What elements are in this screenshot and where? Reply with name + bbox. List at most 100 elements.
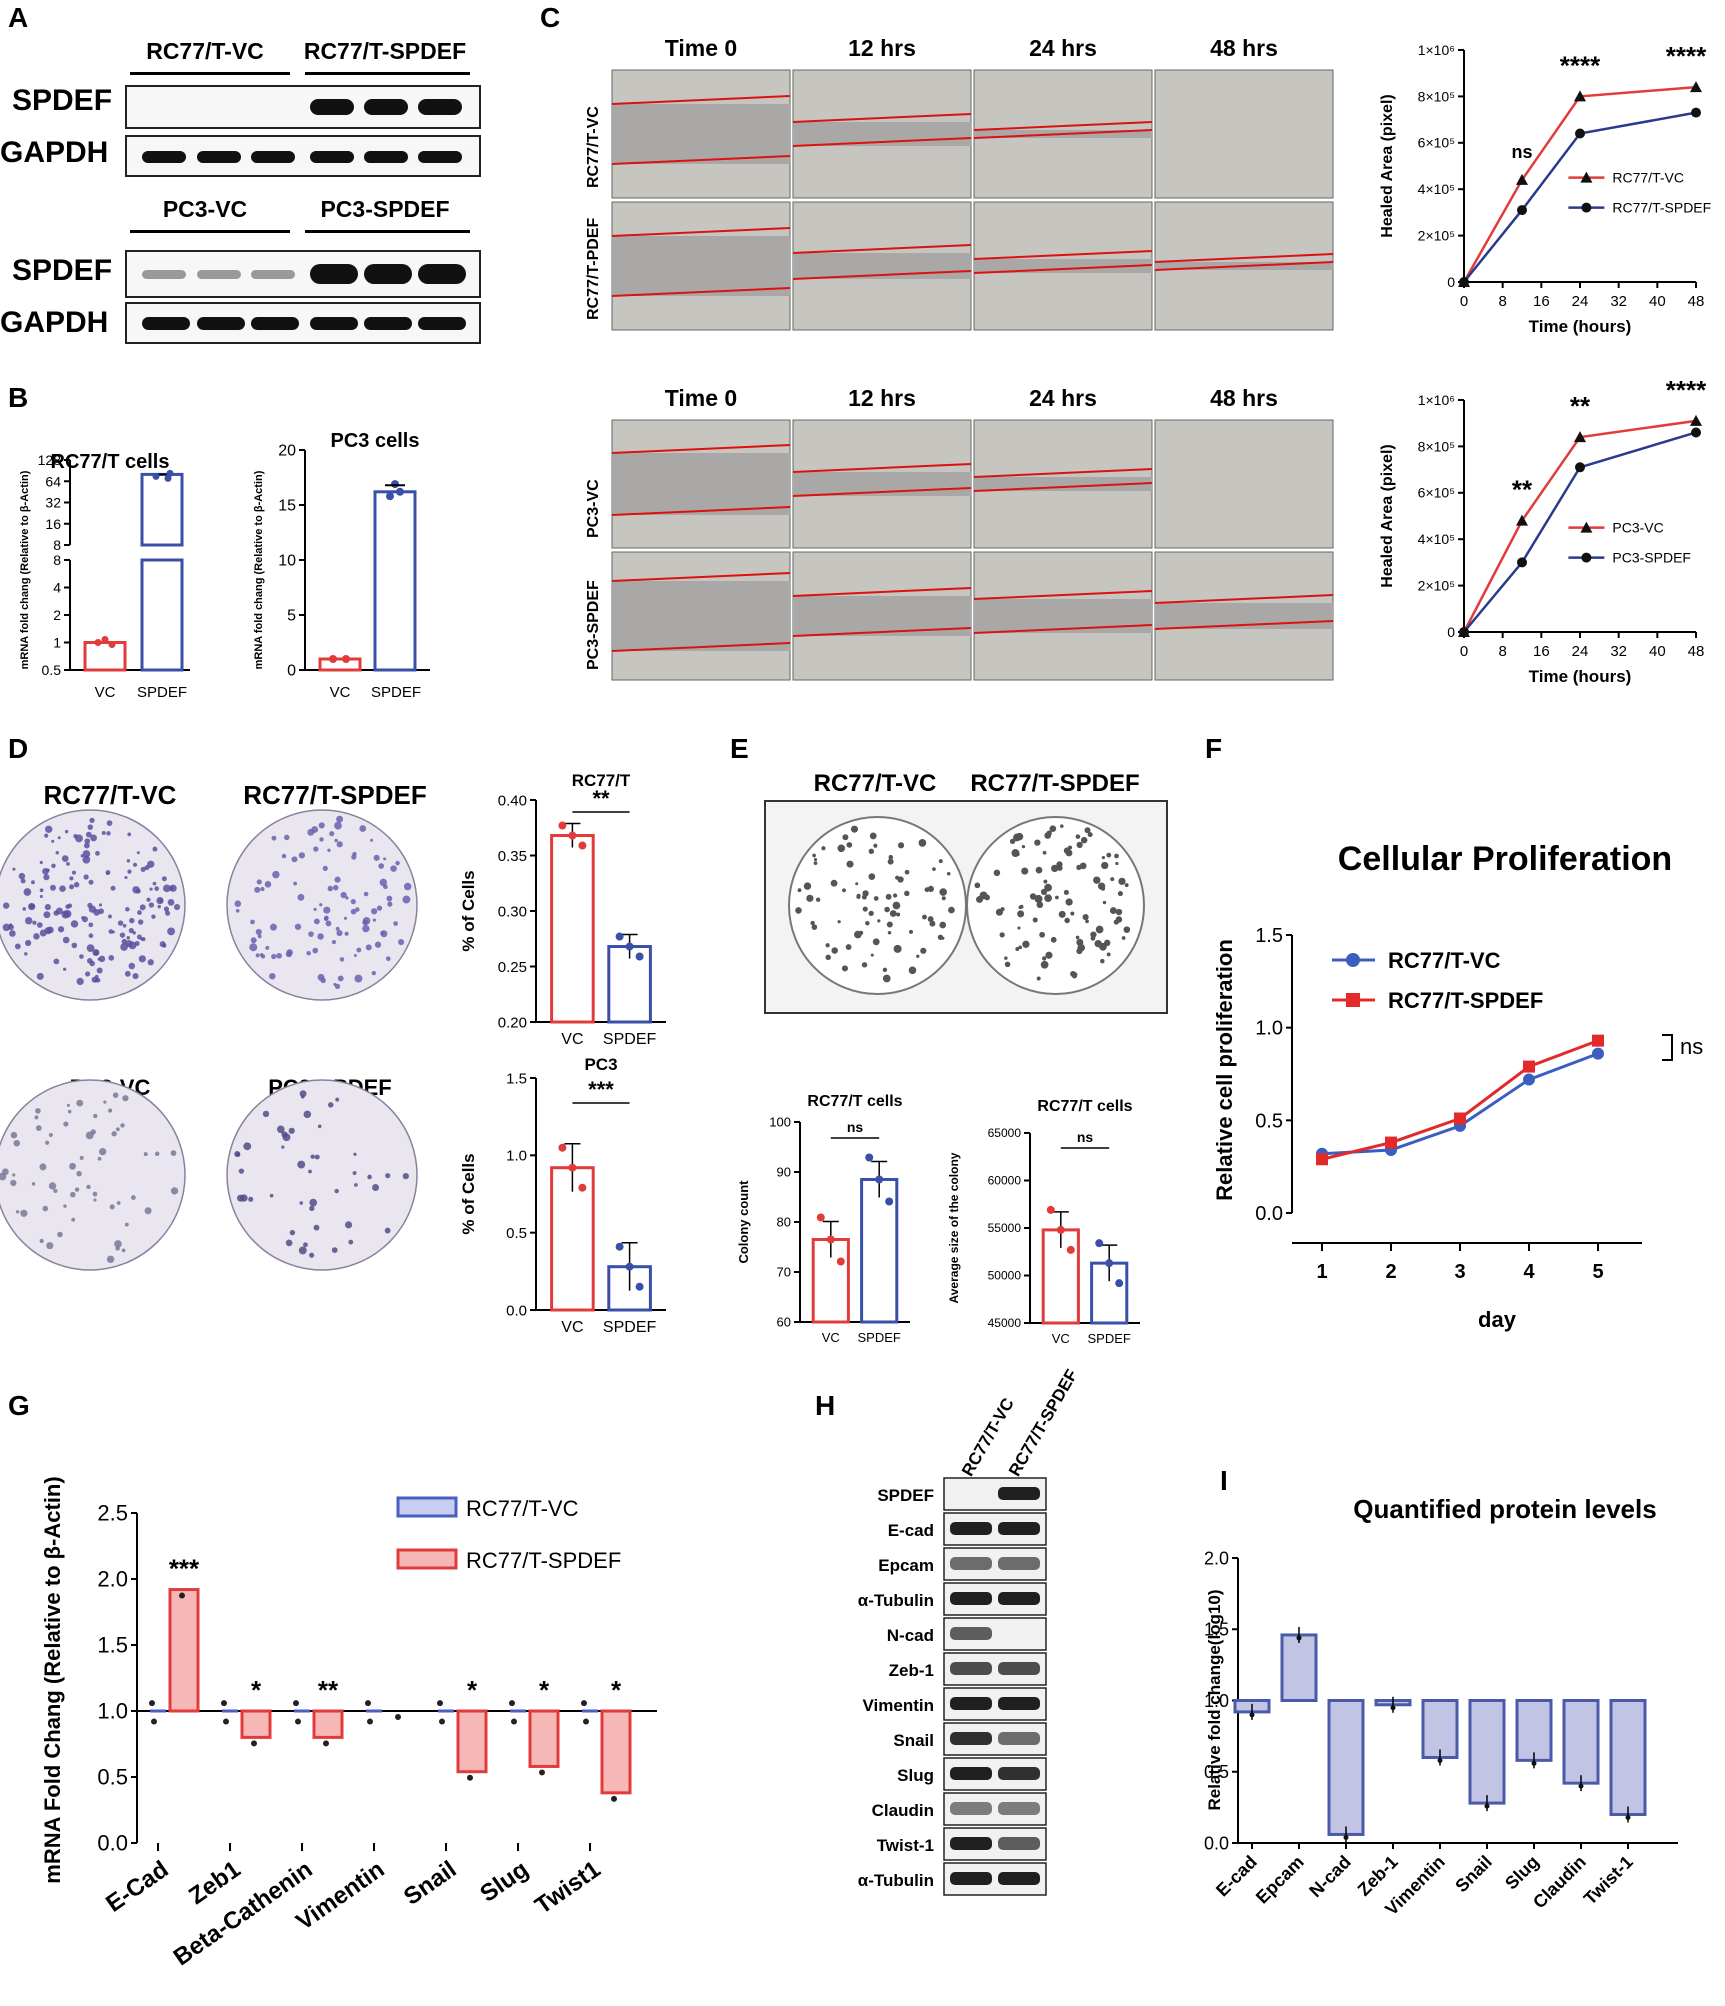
cell-spot <box>354 974 363 983</box>
y-tick-label: 20 <box>278 443 296 460</box>
cell-spot <box>269 1193 274 1198</box>
cell-spot <box>35 1125 42 1131</box>
y-tick-label: 60 <box>777 1315 791 1330</box>
colony-spot <box>1055 895 1059 900</box>
wound-image <box>1154 419 1334 549</box>
cell-spot <box>83 874 89 880</box>
colony-spot <box>941 896 946 901</box>
legend-label: RC77/T-SPDEF <box>466 1548 621 1573</box>
blot-header-pc3-spdef: PC3-SPDEF <box>320 196 450 222</box>
significance-label: * <box>611 1675 622 1705</box>
data-point <box>1066 1245 1075 1254</box>
cell-spot <box>313 918 320 925</box>
series-line <box>1462 85 1697 283</box>
blot-row-label: SPDEF <box>12 254 113 287</box>
cell-spot <box>134 940 140 947</box>
data-point <box>1316 1153 1328 1166</box>
cell-spot <box>69 1162 76 1170</box>
cell-spot <box>382 884 388 890</box>
data-point <box>578 841 587 850</box>
significance-label: * <box>251 1675 262 1705</box>
colony-spot <box>1080 836 1088 844</box>
cell-spot <box>44 904 51 911</box>
data-point <box>323 1740 329 1747</box>
blot-band <box>998 1837 1040 1850</box>
cell-spot <box>132 886 140 894</box>
cell-spot <box>314 1154 320 1160</box>
colony-spot <box>1101 861 1109 870</box>
colony-spot <box>995 908 1003 916</box>
data-point <box>1390 1705 1396 1711</box>
cell-spot <box>59 885 66 892</box>
cell-spot <box>20 878 26 884</box>
cell-spot <box>22 907 27 911</box>
x-tick-label: VC <box>561 1031 583 1048</box>
blot-row-label: Vimentin <box>863 1696 934 1715</box>
cell-spot <box>110 885 116 891</box>
colony-spot <box>1114 853 1119 859</box>
x-tick-label: 0 <box>1460 293 1468 310</box>
data-point <box>583 1718 589 1725</box>
y-axis-title: mRNA fold chang (Relative to β-Actin) <box>19 470 31 669</box>
cell-spot <box>87 824 94 830</box>
data-point <box>509 1700 515 1707</box>
significance-label: **** <box>1666 41 1707 71</box>
data-point <box>295 1718 301 1725</box>
colony-spot <box>1018 905 1022 910</box>
cell-spot <box>344 1221 353 1229</box>
colony-spot <box>1097 882 1106 890</box>
significance-bracket <box>1662 1034 1673 1061</box>
significance-label: *** <box>588 1077 614 1102</box>
colony-spot <box>946 871 951 876</box>
colony-spot <box>831 947 838 954</box>
y-tick-label: 2 <box>53 607 61 623</box>
colony-spot <box>813 858 818 862</box>
data-point <box>1343 1834 1349 1840</box>
cell-spot <box>108 1108 113 1113</box>
blot-row-label: α-Tubulin <box>858 1871 934 1890</box>
wound-edge <box>973 129 1153 139</box>
header-underline <box>305 72 470 75</box>
y-tick-label: 0.0 <box>1255 1203 1283 1225</box>
y-tick-label: 0 <box>1447 274 1455 290</box>
cell-spot <box>249 943 258 952</box>
y-tick-label: 1.0 <box>506 1148 527 1165</box>
data-point <box>1625 1815 1631 1820</box>
wound-edge <box>792 244 972 254</box>
cell-spot <box>393 921 398 926</box>
cell-spot <box>67 1109 72 1114</box>
cell-spot <box>95 850 100 856</box>
data-point <box>558 821 567 830</box>
x-tick-label: SPDEF <box>603 1031 657 1048</box>
colony-spot <box>842 834 849 841</box>
legend-label: RC77/T-SPDEF <box>1612 200 1711 216</box>
bar-spdef <box>373 490 417 672</box>
blot-header-pc3-vc: PC3-VC <box>162 196 248 222</box>
y-tick-label: 8 <box>53 552 61 568</box>
cell-spot <box>66 1103 70 1107</box>
cell-spot <box>147 860 155 868</box>
x-tick-label: Slug <box>475 1856 533 1908</box>
legend-label: RC77/T-VC <box>1612 170 1684 186</box>
data-point <box>251 1740 257 1747</box>
panel-label-d: D <box>8 733 29 764</box>
cell-spot <box>39 888 44 893</box>
y-tick-label: 1×10⁶ <box>1418 42 1455 58</box>
colony-spot <box>868 848 874 854</box>
x-tick-label: 5 <box>1592 1261 1603 1283</box>
colony-spot <box>842 888 846 893</box>
x-tick-label: Twist1 <box>530 1856 605 1920</box>
colony-spot <box>1106 952 1111 957</box>
cell-spot <box>71 870 76 875</box>
cell-spot <box>130 1195 136 1200</box>
cell-spot <box>299 1090 307 1098</box>
cell-spot <box>127 832 132 837</box>
wound-edge <box>611 506 791 516</box>
bar-vc <box>318 657 362 672</box>
colony-spot <box>1106 852 1112 858</box>
significance-label: ** <box>1570 391 1591 421</box>
blot-band <box>998 1487 1040 1500</box>
data-point <box>1484 1803 1490 1809</box>
x-tick-label: 16 <box>1533 643 1550 660</box>
cell-spot <box>297 1160 306 1169</box>
